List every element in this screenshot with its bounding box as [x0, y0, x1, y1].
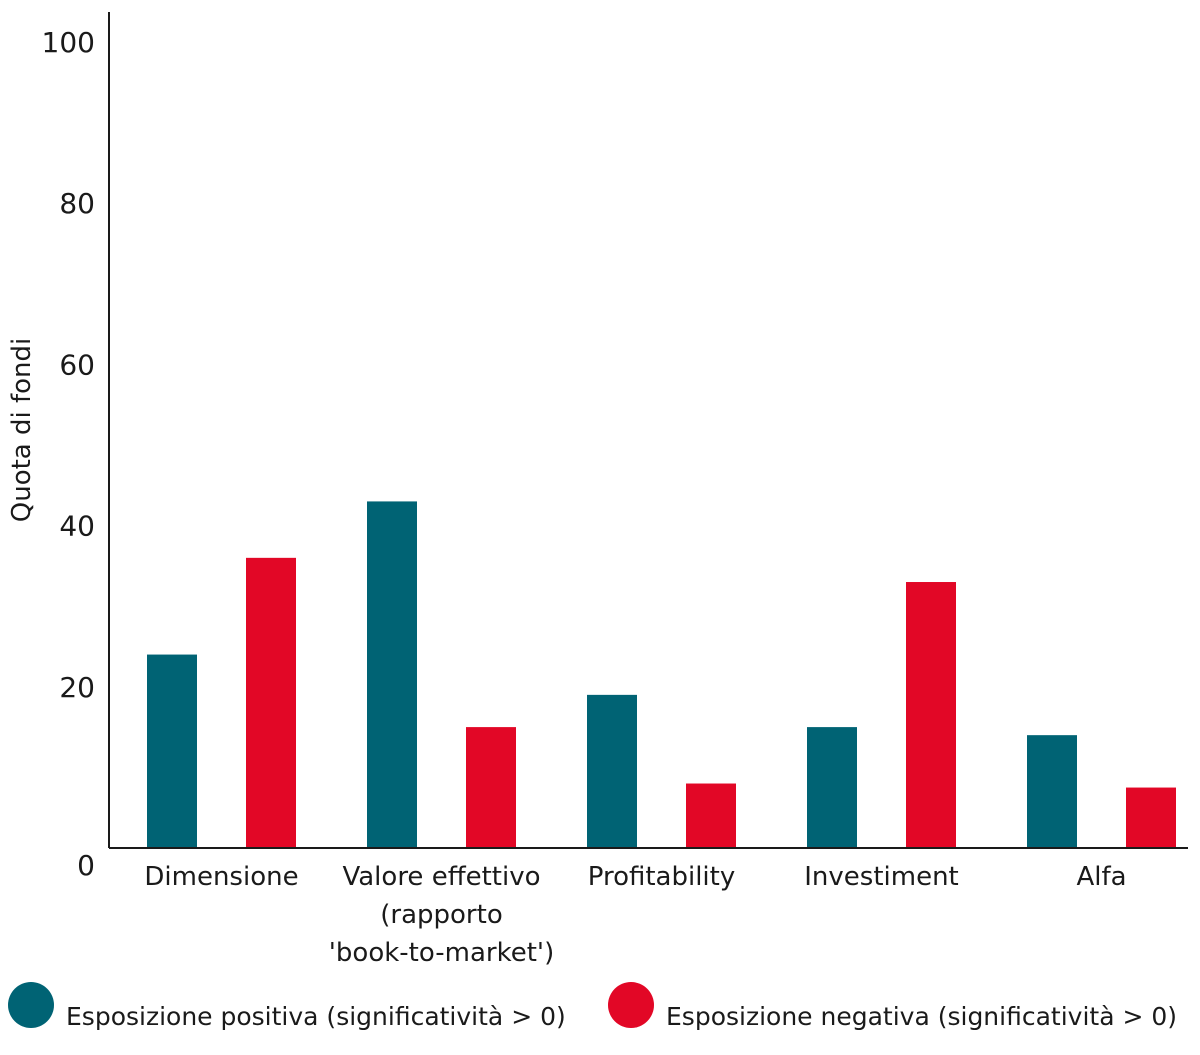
- y-axis-ticks: 0 20 40 60 80 100: [42, 26, 95, 882]
- x-tick-label-line: 'book-to-market'): [329, 938, 554, 968]
- bar-negative-2: [686, 783, 736, 848]
- bar-positive-0: [147, 654, 197, 848]
- y-tick-label: 80: [59, 187, 95, 220]
- bar-negative-3: [906, 582, 956, 848]
- y-tick-label: 20: [59, 671, 95, 704]
- x-tick-label-line: Dimensione: [144, 862, 298, 892]
- bar-negative-0: [246, 557, 296, 848]
- bar-chart: 0 20 40 60 80 100 Dimensione Valore effettivo (…: [7, 12, 1188, 968]
- x-tick-label: Investiment: [804, 862, 959, 892]
- bar-positive-4: [1027, 735, 1077, 848]
- legend-swatch-negative: [608, 982, 654, 1028]
- y-tick-label: 60: [59, 348, 95, 381]
- bars: [147, 501, 1176, 848]
- bar-positive-1: [367, 501, 417, 848]
- y-tick-label: 100: [42, 26, 95, 59]
- y-tick-label: 0: [77, 849, 95, 882]
- x-tick-label: Alfa: [1076, 862, 1126, 892]
- x-tick-label-line: Alfa: [1076, 862, 1126, 892]
- y-tick-label: 40: [59, 510, 95, 543]
- x-tick-label: Valore effettivo (rapporto 'book-to-market…: [329, 862, 554, 968]
- x-tick-label-line: Investiment: [804, 862, 959, 892]
- bar-negative-4: [1126, 787, 1176, 848]
- legend-swatch-positive: [8, 982, 54, 1028]
- x-tick-label: Profitability: [588, 862, 736, 892]
- x-tick-label-line: Profitability: [588, 862, 736, 892]
- bar-negative-1: [466, 727, 516, 848]
- legend: Esposizione positiva (significatività > …: [8, 982, 1198, 1042]
- category-labels: Dimensione Valore effettivo (rapporto 'book…: [144, 862, 1126, 968]
- bar-positive-3: [807, 727, 857, 848]
- legend-label-positive: Esposizione positiva (significatività > …: [66, 1002, 566, 1031]
- y-axis-title: Quota di fondi: [7, 338, 37, 523]
- x-tick-label-line: Valore effettivo: [342, 862, 540, 892]
- x-tick-label-line: (rapporto: [380, 900, 502, 930]
- legend-label-negative: Esposizione negativa (significatività > …: [666, 1002, 1178, 1031]
- x-tick-label: Dimensione: [144, 862, 298, 892]
- bar-positive-2: [587, 694, 637, 848]
